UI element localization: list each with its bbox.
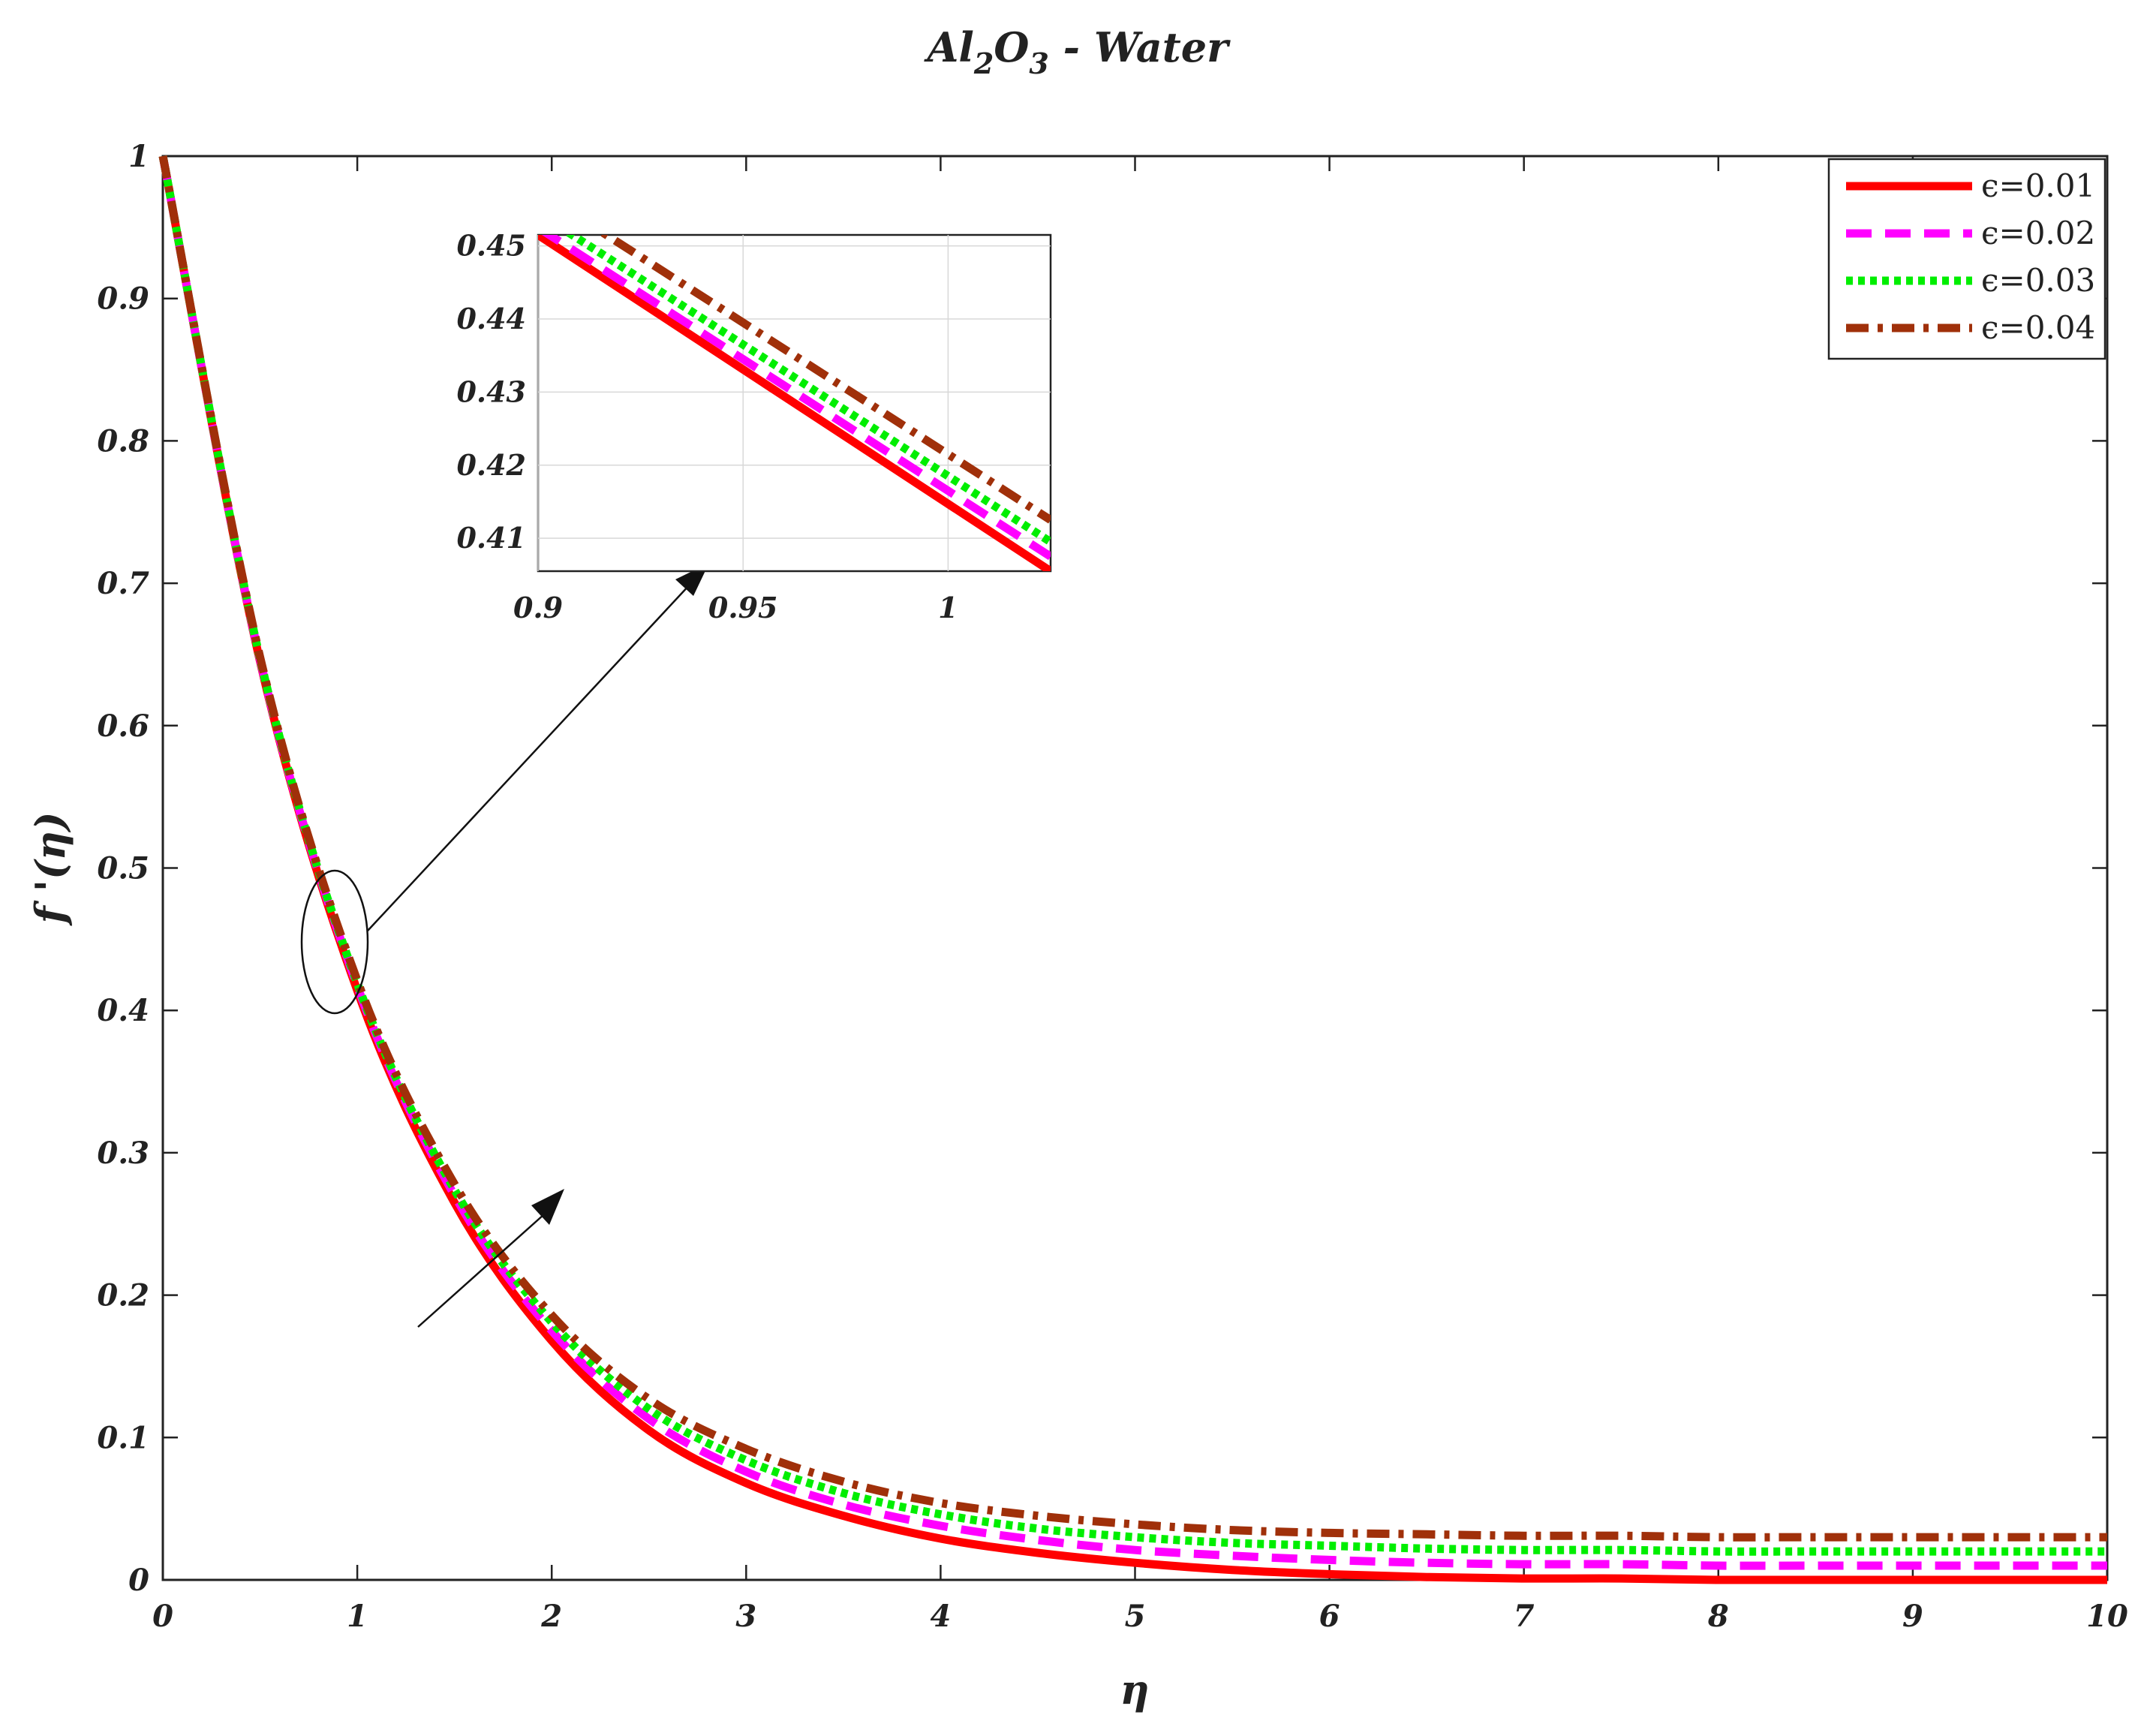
inset-axis-ticks: 0.9 0.95 1 0.41 0.42 0.43 0.44 0.45 <box>456 229 958 624</box>
y-tick-label: 1 <box>128 139 149 174</box>
legend-box <box>1827 158 2106 360</box>
zoom-ellipse <box>300 869 369 1015</box>
inset-series-line-1 <box>538 235 1051 571</box>
series-line-3 <box>158 155 2107 1556</box>
chart-title: Al2O3 - Water <box>923 23 1231 80</box>
legend-label-3: ϵ=0.03 <box>1981 262 2095 299</box>
y-tick-label: 0 <box>128 1563 149 1598</box>
inset-y-tick-label: 0.42 <box>456 448 526 482</box>
y-tick-label: 0.3 <box>97 1136 149 1171</box>
y-tick-label: 0.7 <box>97 566 149 601</box>
plot-area <box>161 155 2109 1581</box>
x-axis-label: η <box>1120 1665 1149 1713</box>
y-tick-label: 0.8 <box>97 423 149 459</box>
legend-label-1: ϵ=0.01 <box>1981 167 2095 204</box>
x-tick-label: 7 <box>1514 1599 1535 1634</box>
y-tick-label: 0.4 <box>97 993 149 1028</box>
y-axis-label: f '(η) <box>26 812 74 927</box>
trend-arrow-line <box>417 1214 545 1328</box>
x-tick-label: 0 <box>152 1599 173 1634</box>
inset-series-line-3 <box>564 235 1051 546</box>
x-tick-label: 3 <box>735 1599 756 1634</box>
inset-series-lines <box>538 235 1051 571</box>
inset-series-line-2 <box>541 235 1051 561</box>
main-series-lines <box>158 155 2107 1584</box>
inset-plot: 0.9 0.95 1 0.41 0.42 0.43 0.44 0.45 <box>456 229 1052 624</box>
y-tick-label: 0.9 <box>97 281 149 317</box>
x-tick-label: 8 <box>1707 1599 1729 1634</box>
x-tick-label: 2 <box>540 1599 562 1634</box>
y-tick-label: 0.6 <box>97 709 149 744</box>
inset-y-tick-label: 0.44 <box>456 302 526 335</box>
series-line-4 <box>158 155 2107 1542</box>
y-tick-label: 0.5 <box>97 851 149 886</box>
inset-x-tick-label: 1 <box>938 591 958 624</box>
inset-y-tick-label: 0.45 <box>456 229 526 263</box>
legend-label-2: ϵ=0.02 <box>1981 215 2095 251</box>
zoom-connector-line <box>367 583 691 931</box>
x-tick-label: 9 <box>1902 1599 1923 1634</box>
inset-grid <box>537 235 1051 571</box>
inset-y-tick-label: 0.43 <box>456 375 526 408</box>
y-tick-label: 0.2 <box>97 1278 149 1313</box>
inset-series-line-4 <box>598 235 1051 524</box>
y-tick-label: 0.1 <box>97 1420 149 1455</box>
x-tick-label: 4 <box>930 1599 951 1634</box>
x-tick-label: 6 <box>1319 1599 1340 1634</box>
inset-x-tick-label: 0.9 <box>513 591 563 624</box>
inset-x-tick-label: 0.95 <box>708 591 778 624</box>
series-line-2 <box>158 155 2107 1570</box>
trend-arrow-head <box>531 1189 564 1225</box>
legend: ϵ=0.01 ϵ=0.02 ϵ=0.03 ϵ=0.04 <box>1827 158 2106 360</box>
legend-label-4: ϵ=0.04 <box>1981 309 2095 346</box>
trend-arrow <box>417 1189 564 1328</box>
x-tick-label: 5 <box>1125 1599 1146 1634</box>
x-tick-label: 10 <box>2086 1599 2128 1634</box>
legend-items: ϵ=0.01 ϵ=0.02 ϵ=0.03 ϵ=0.04 <box>1846 167 2095 346</box>
inset-y-tick-label: 0.41 <box>456 521 526 555</box>
x-tick-label: 1 <box>347 1599 368 1634</box>
